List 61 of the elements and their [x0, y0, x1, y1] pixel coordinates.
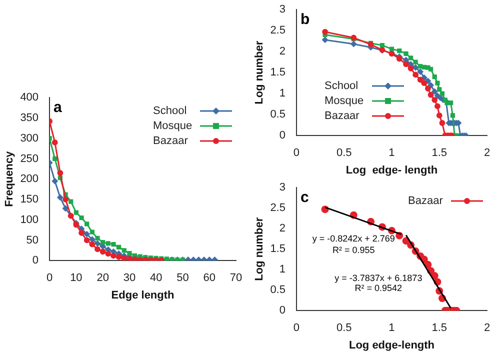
y-tick-label: 0.5 [270, 284, 286, 296]
y-tick-label: 350 [20, 112, 39, 124]
y-tick-label: 200 [20, 173, 39, 186]
x-axis-title: Log edge- length [346, 164, 438, 176]
legend-label: Bazaar [324, 108, 360, 124]
x-tick-label: 30 [123, 272, 136, 284]
annotation: R² = 0.9542 [354, 282, 402, 293]
x-tick-label: 2 [484, 147, 490, 160]
legend-label: Bazaar [153, 134, 188, 149]
y-tick-label: 1.5 [270, 66, 286, 79]
x-tick-label: 1 [388, 147, 395, 160]
x-axis-title: Edge length [111, 289, 175, 302]
legend-label: Mosque [324, 94, 364, 109]
x-tick-label: 0 [293, 322, 300, 334]
x-axis-title: Log edge-length [348, 339, 435, 352]
annotation: b [300, 11, 310, 28]
legend-label: Bazaar [408, 194, 443, 209]
annotation: a [54, 99, 63, 116]
y-tick-label: 400 [20, 92, 39, 104]
y-tick-label: 3 [279, 182, 286, 194]
y-tick-label: 0.5 [270, 108, 286, 121]
x-tick-label: 40 [150, 272, 162, 284]
x-tick-label: 0 [46, 272, 53, 284]
y-tick-label: 2 [279, 46, 286, 58]
y-tick-label: 150 [20, 194, 39, 206]
x-tick-label: 0 [293, 147, 300, 160]
y-tick-label: 0 [279, 304, 286, 317]
x-tick-label: 20 [96, 272, 109, 284]
y-tick-label: 0 [32, 254, 39, 267]
y-tick-label: 2.5 [270, 202, 286, 214]
y-tick-label: 250 [20, 152, 39, 165]
annotation: R² = 0.955 [332, 244, 375, 255]
annotation: c [300, 189, 309, 206]
y-axis-title: Frequency [4, 150, 16, 207]
y-tick-label: 2.5 [270, 24, 286, 37]
y-tick-label: 50 [26, 234, 39, 246]
annotation: y = -3.7837x + 6.1873 [334, 273, 422, 284]
x-tick-label: 70 [230, 272, 242, 284]
y-tick-label: 100 [20, 214, 39, 226]
x-tick-label: 10 [70, 272, 82, 284]
y-tick-label: 2 [279, 222, 286, 235]
y-tick-label: 1 [279, 264, 286, 276]
x-tick-label: 0.5 [336, 147, 352, 160]
x-tick-label: 2 [484, 322, 490, 334]
y-axis-title: Log number [254, 216, 266, 281]
x-tick-label: 50 [176, 272, 189, 284]
y-axis-title: Log number [254, 40, 266, 104]
x-tick-label: 60 [203, 272, 216, 284]
x-tick-label: 0.5 [336, 322, 352, 334]
y-tick-label: 0 [279, 130, 286, 142]
x-tick-label: 1.5 [432, 322, 448, 334]
y-tick-label: 1.5 [270, 243, 286, 256]
x-tick-label: 1 [388, 322, 395, 334]
annotation: y = -0.8242x + 2.769 [312, 234, 395, 244]
y-tick-label: 300 [20, 132, 39, 144]
y-tick-label: 3 [279, 4, 286, 16]
x-tick-label: 1.5 [432, 147, 448, 160]
y-tick-label: 1 [279, 88, 286, 100]
legend-label: Mosque [153, 118, 192, 134]
legend-label: School [324, 78, 358, 94]
legend-label: School [153, 104, 187, 119]
